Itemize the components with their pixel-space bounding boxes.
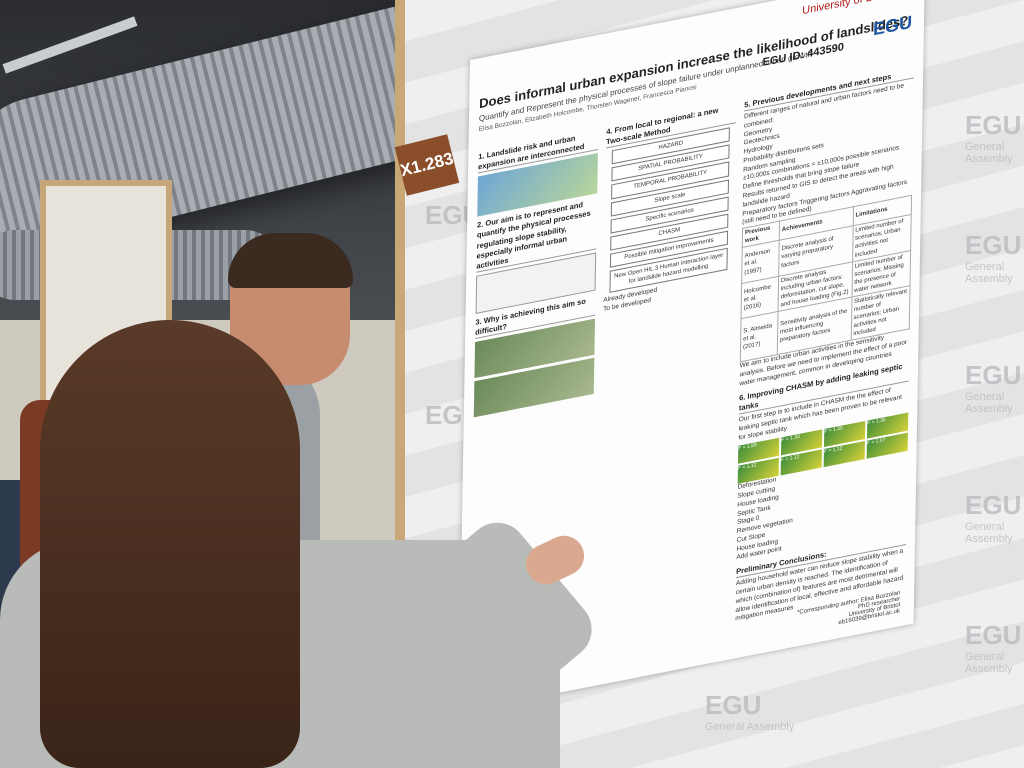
- poster-column-3: 5. Previous developments and next steps …: [735, 63, 915, 624]
- woman-hair: [40, 320, 300, 768]
- woman-pointing: [0, 320, 604, 768]
- man-hair: [228, 233, 353, 288]
- table-cell: S. Almeida et al. (2017): [740, 311, 778, 363]
- poster-column-2: 4. From local to regional: a new Two-sca…: [603, 98, 737, 315]
